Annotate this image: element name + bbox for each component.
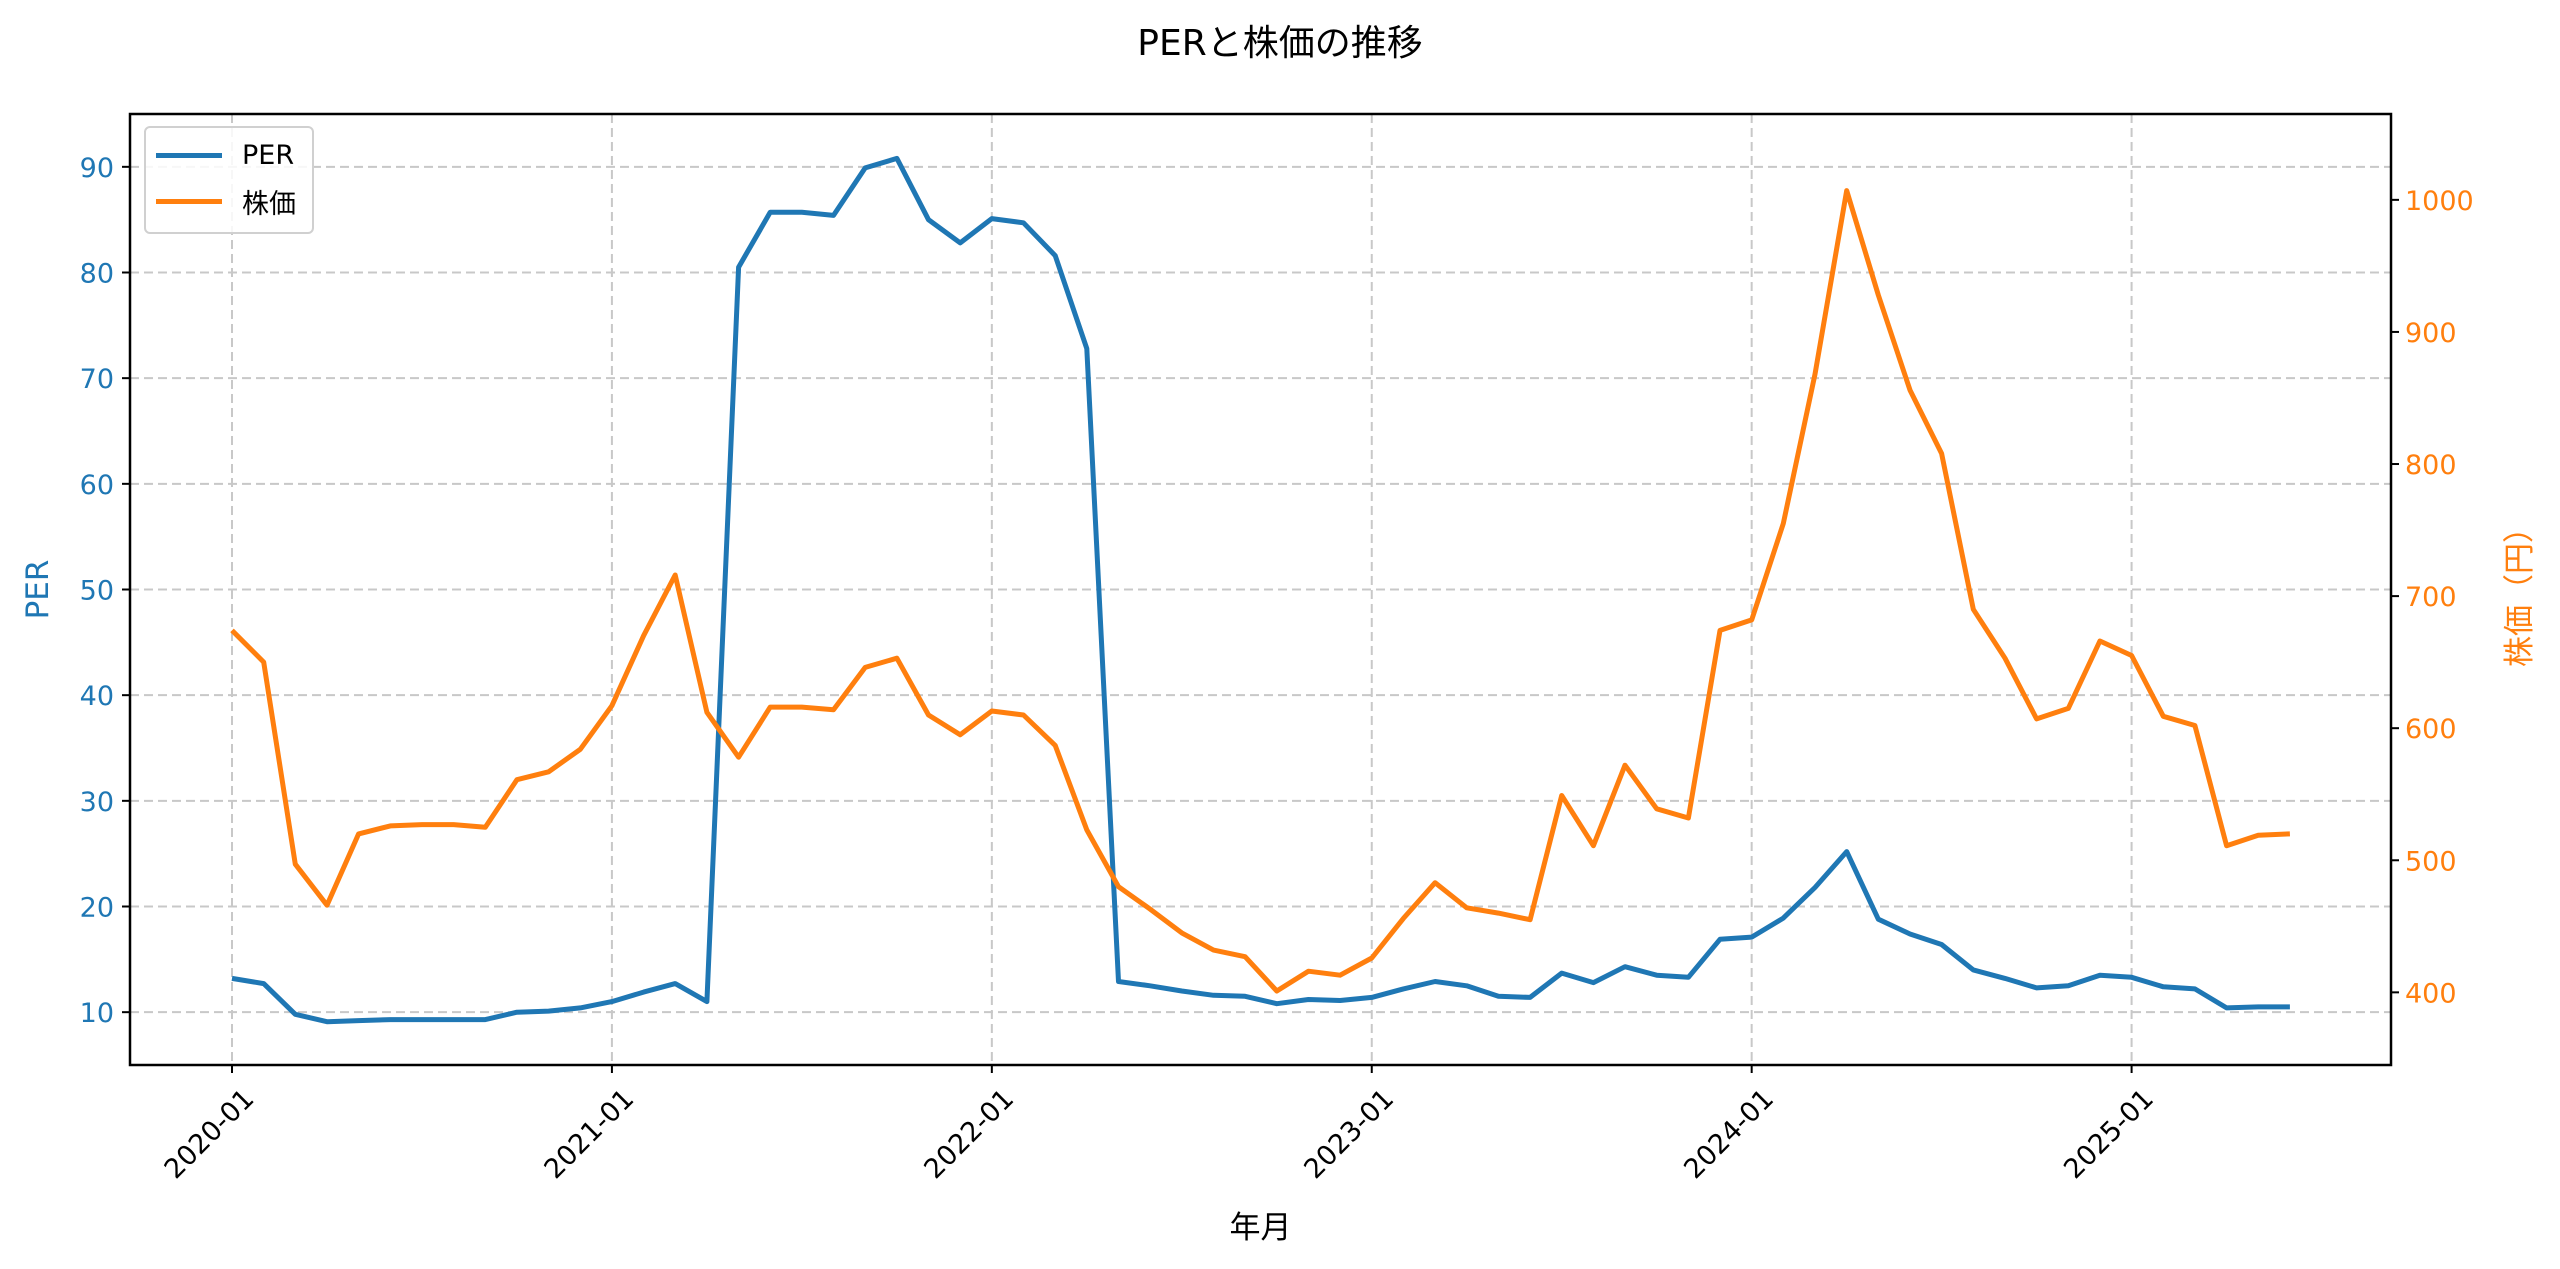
y-tick-label-right: 400 — [2405, 978, 2457, 1009]
y-tick-label-right: 500 — [2405, 846, 2457, 877]
series-line-per — [231, 155, 2290, 1025]
legend-item-price: 株価 — [156, 186, 296, 220]
y-axis-label-left: PER — [20, 560, 56, 620]
x-tick-label: 2024-01 — [1678, 1083, 1780, 1185]
legend-label-per: PER — [242, 139, 295, 171]
legend: PER 株価 — [144, 126, 314, 234]
y-tick-label-right: 900 — [2405, 318, 2457, 349]
x-tick-label: 2025-01 — [2058, 1083, 2160, 1185]
legend-item-per: PER — [156, 139, 295, 171]
x-tick-label: 2021-01 — [539, 1083, 641, 1185]
y-tick-label-left: 30 — [80, 787, 114, 818]
y-tick-label-left: 60 — [80, 470, 114, 501]
x-tick-label: 2022-01 — [918, 1083, 1020, 1185]
plot-frame — [128, 112, 2393, 1067]
y-tick-label-left: 50 — [80, 576, 114, 607]
x-tick-label: 2023-01 — [1298, 1083, 1400, 1185]
x-axis-label: 年月 — [1230, 1210, 1292, 1246]
chart-title: PERと株価の推移 — [1137, 23, 1423, 64]
legend-swatch-per — [156, 152, 222, 158]
y-tick-label-left: 10 — [80, 998, 114, 1029]
y-axis-label-right: 株価（円） — [2502, 512, 2538, 667]
y-tick-label-right: 1000 — [2405, 186, 2474, 217]
legend-swatch-price — [156, 198, 222, 204]
y-tick-label-right: 600 — [2405, 714, 2457, 745]
y-tick-label-right: 700 — [2405, 582, 2457, 613]
legend-label-price: 株価 — [242, 188, 296, 220]
y-tick-label-left: 80 — [80, 259, 114, 290]
series-line-price — [230, 188, 2291, 994]
y-tick-label-left: 40 — [80, 681, 114, 712]
y-tick-label-left: 90 — [80, 153, 114, 184]
y-tick-label-left: 20 — [80, 893, 114, 924]
y-tick-label-left: 70 — [80, 364, 114, 395]
x-tick-label: 2020-01 — [159, 1083, 261, 1185]
y-tick-label-right: 800 — [2405, 450, 2457, 481]
